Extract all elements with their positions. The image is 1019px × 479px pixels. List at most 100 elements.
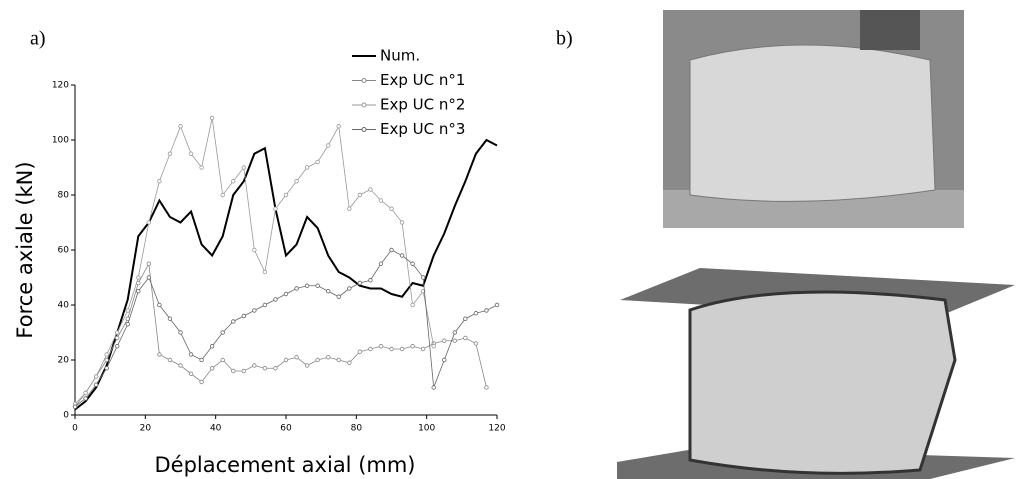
- legend-label: Exp UC n°3: [380, 120, 465, 138]
- y-tick-label: 80: [58, 191, 70, 201]
- series-line: [74, 262, 487, 407]
- point: [157, 352, 162, 357]
- point: [231, 319, 236, 324]
- point: [452, 330, 457, 335]
- point: [146, 275, 152, 280]
- point: [484, 308, 489, 313]
- x-tick-label: 40: [210, 424, 222, 434]
- y-tick-label: 60: [58, 246, 70, 256]
- point: [283, 357, 289, 363]
- legend-marker: [361, 102, 367, 108]
- point: [241, 165, 246, 170]
- point: [442, 338, 447, 343]
- series-line: [74, 138, 498, 411]
- point: [93, 374, 99, 379]
- point: [304, 363, 310, 368]
- point: [315, 283, 320, 288]
- point: [262, 302, 268, 308]
- point: [220, 330, 225, 335]
- point: [72, 404, 78, 409]
- y-tick-label: 20: [58, 356, 70, 366]
- point: [326, 289, 331, 294]
- point: [136, 275, 141, 280]
- point: [420, 275, 426, 280]
- point: [188, 151, 194, 156]
- point: [252, 363, 257, 368]
- point: [209, 115, 215, 121]
- point: [368, 346, 373, 352]
- series-line: [74, 117, 435, 405]
- point: [357, 349, 363, 354]
- point: [315, 357, 320, 363]
- point: [357, 192, 363, 198]
- point: [199, 357, 204, 363]
- point: [252, 308, 257, 313]
- point: [389, 247, 394, 253]
- point: [262, 269, 268, 275]
- point: [178, 330, 183, 335]
- point: [157, 302, 162, 308]
- point: [294, 355, 299, 360]
- point: [294, 286, 299, 291]
- point: [399, 220, 405, 225]
- point: [188, 371, 194, 376]
- x-tick-label: 0: [72, 424, 78, 434]
- point: [273, 366, 278, 371]
- series-line: [74, 249, 498, 408]
- point: [199, 379, 204, 385]
- point: [442, 357, 447, 363]
- legend-marker: [361, 127, 367, 132]
- point: [136, 289, 141, 294]
- point: [336, 357, 341, 363]
- point: [283, 291, 289, 297]
- point: [231, 368, 236, 374]
- point: [167, 357, 173, 363]
- legend-label: Exp UC n°1: [380, 71, 465, 89]
- point: [104, 352, 109, 357]
- point: [220, 357, 225, 363]
- point: [399, 253, 405, 258]
- point: [83, 390, 88, 396]
- point: [241, 313, 246, 319]
- point: [104, 366, 109, 371]
- x-tick-label: 80: [351, 424, 363, 434]
- legend-marker: [361, 78, 367, 83]
- point: [304, 283, 310, 288]
- point: [378, 261, 384, 266]
- point: [410, 302, 415, 308]
- point: [473, 311, 479, 316]
- point: [357, 280, 363, 286]
- photo: [663, 10, 964, 228]
- point: [347, 360, 352, 365]
- point: [294, 179, 299, 184]
- panel-label: b): [556, 28, 573, 50]
- point: [273, 206, 278, 211]
- point: [104, 357, 109, 363]
- point: [220, 192, 225, 198]
- point: [463, 335, 468, 341]
- point: [326, 355, 331, 360]
- x-tick-label: 100: [418, 424, 435, 434]
- point: [484, 385, 489, 390]
- point: [146, 261, 152, 266]
- point: [304, 165, 310, 170]
- point: [368, 278, 373, 283]
- x-axis-title: Déplacement axial (mm): [155, 453, 416, 477]
- point: [209, 366, 215, 371]
- y-tick-label: 120: [52, 81, 69, 91]
- point: [262, 366, 268, 371]
- x-tick-label: 120: [488, 424, 505, 434]
- point: [431, 385, 436, 390]
- point: [167, 316, 173, 321]
- y-tick-label: 100: [52, 136, 69, 146]
- panel-label: a): [30, 28, 46, 50]
- point: [209, 344, 215, 349]
- y-axis-title: Force axiale (kN): [13, 161, 37, 338]
- x-tick-label: 60: [280, 424, 292, 434]
- point: [336, 294, 341, 299]
- point: [252, 247, 257, 253]
- legend-label: Num.: [380, 47, 420, 65]
- point: [199, 165, 204, 170]
- x-tick-label: 20: [140, 424, 152, 434]
- point: [473, 341, 479, 346]
